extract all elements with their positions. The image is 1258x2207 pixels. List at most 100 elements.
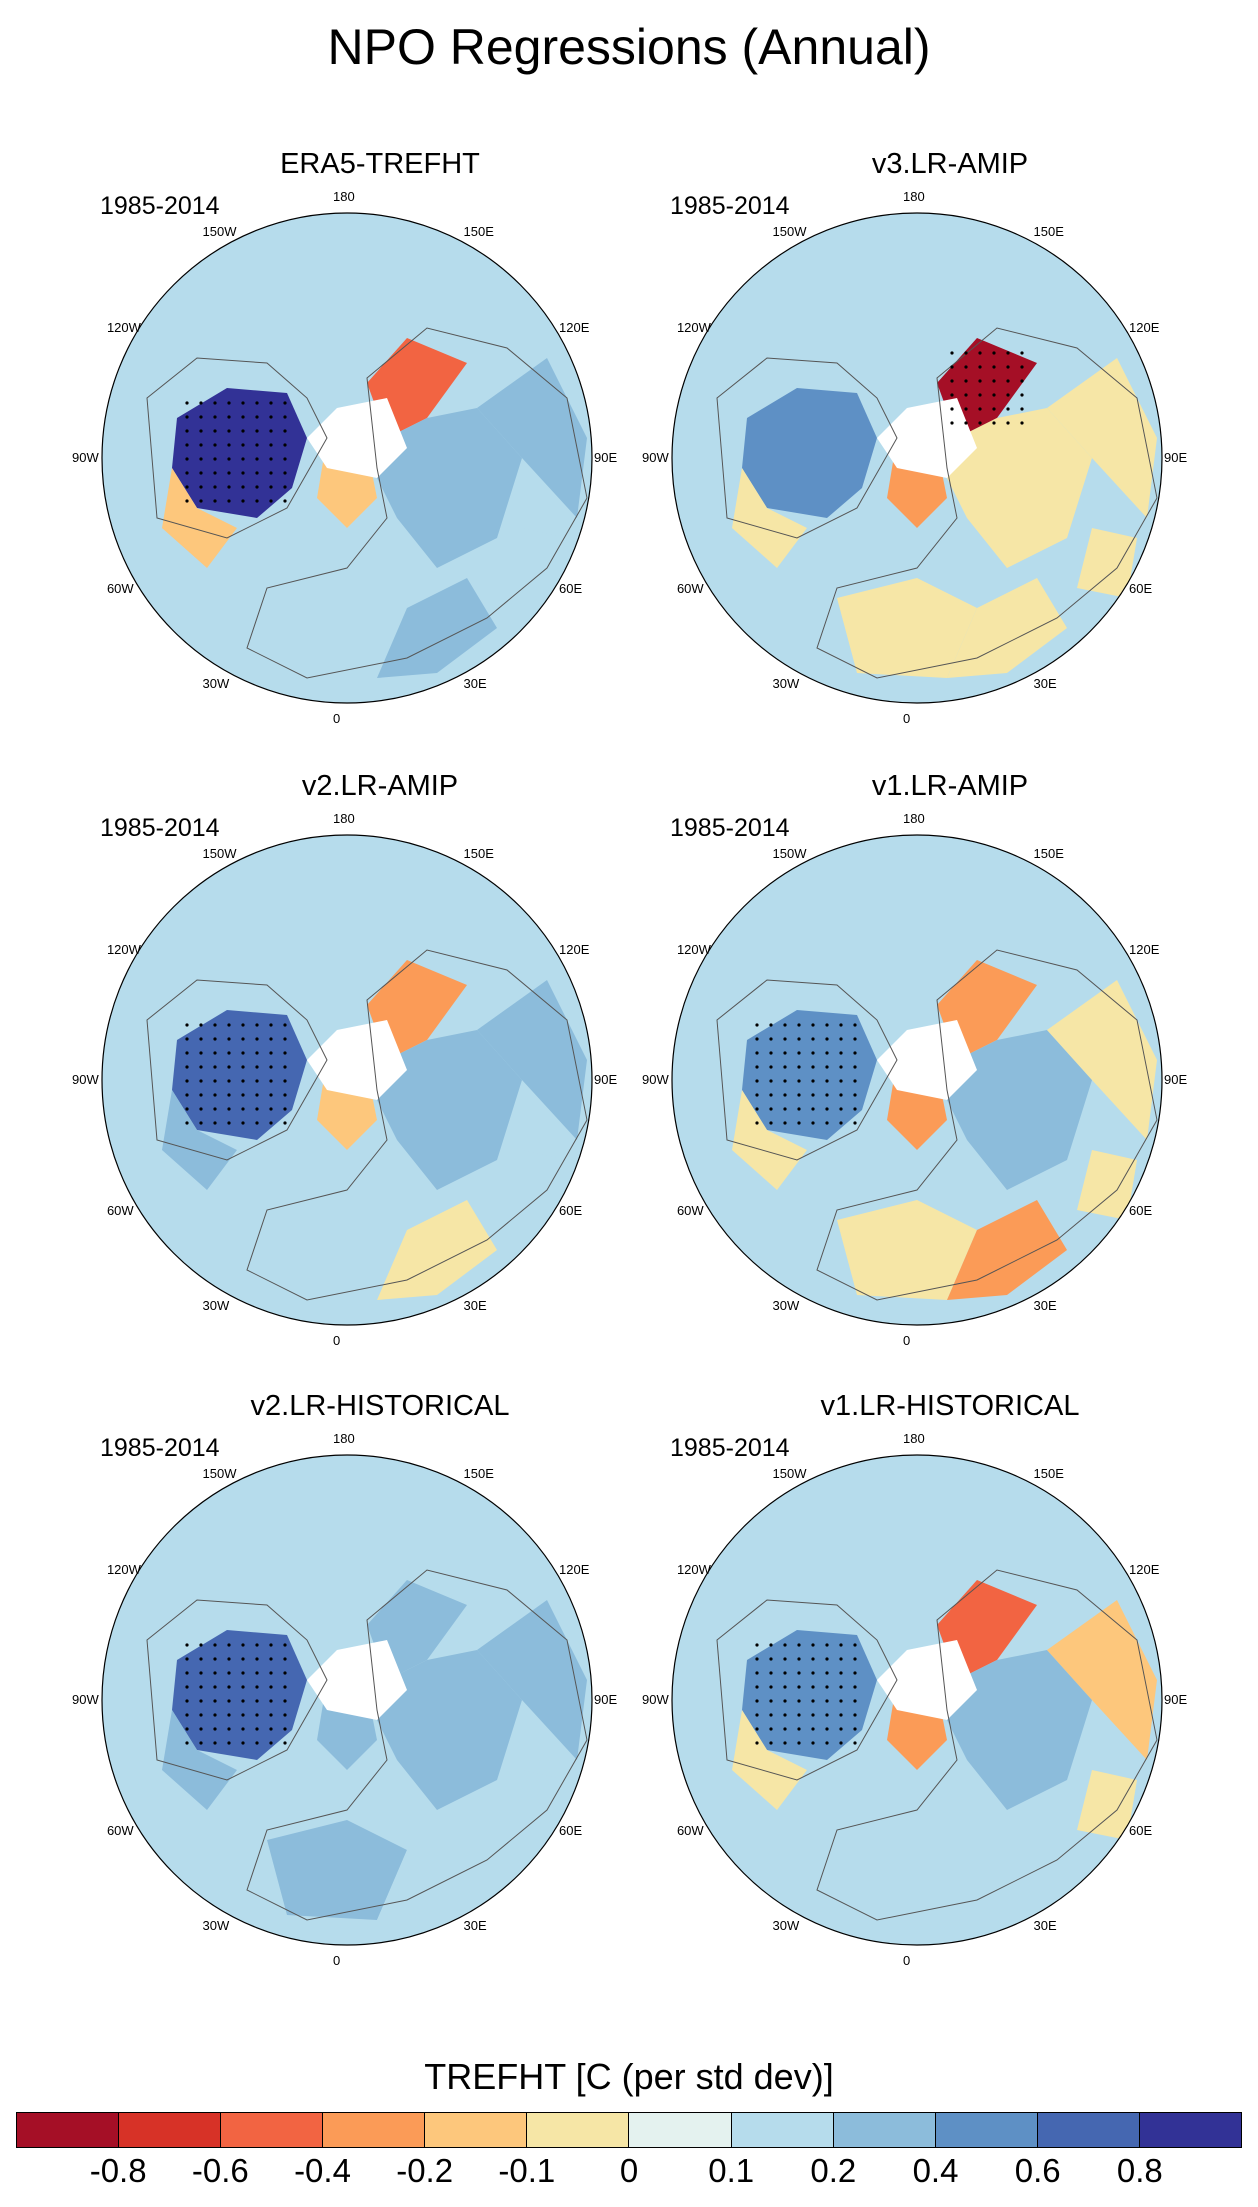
significance-dot bbox=[853, 1671, 857, 1675]
significance-dot bbox=[199, 1713, 203, 1717]
significance-dot bbox=[811, 1079, 815, 1083]
anomaly-region-africa bbox=[837, 578, 977, 678]
significance-dot bbox=[853, 1079, 857, 1083]
arctic-region bbox=[877, 398, 977, 478]
significance-dot bbox=[283, 1093, 287, 1097]
panel-period: 1985-2014 bbox=[670, 1434, 790, 1462]
significance-dot bbox=[213, 457, 217, 461]
significance-dot bbox=[283, 1741, 287, 1745]
significance-dot bbox=[227, 1023, 231, 1027]
longitude-label: 30E bbox=[1033, 676, 1057, 692]
significance-dot bbox=[199, 1051, 203, 1055]
longitude-label: 0 bbox=[903, 1953, 911, 1968]
significance-dot bbox=[185, 415, 189, 419]
significance-dot bbox=[797, 1699, 801, 1703]
significance-dot bbox=[811, 1065, 815, 1069]
significance-dot bbox=[797, 1727, 801, 1731]
significance-dot bbox=[213, 1671, 217, 1675]
significance-dot bbox=[213, 1121, 217, 1125]
significance-dot bbox=[199, 1643, 203, 1647]
significance-dot bbox=[199, 415, 203, 419]
panel-title: v1.LR-HISTORICAL bbox=[820, 1390, 1080, 1422]
significance-dot bbox=[755, 1685, 759, 1689]
colorbar-tick-label: 0.6 bbox=[1014, 2152, 1061, 2189]
longitude-label: 150W bbox=[772, 223, 807, 239]
significance-dot bbox=[241, 1643, 245, 1647]
longitude-label: 60W bbox=[676, 1822, 704, 1838]
significance-dot bbox=[755, 1713, 759, 1717]
anomaly-region-eura bbox=[947, 408, 1092, 568]
significance-dot bbox=[227, 1699, 231, 1703]
significance-dot bbox=[283, 1023, 287, 1027]
map-panel: ERA5-TREFHT 1985-2014 180 150E 120E 90E 60E 30E… bbox=[72, 148, 660, 748]
significance-dot bbox=[769, 1037, 773, 1041]
significance-dot bbox=[185, 1037, 189, 1041]
significance-dot bbox=[255, 1643, 259, 1647]
anomaly-region-india bbox=[507, 528, 567, 598]
significance-dot bbox=[213, 1727, 217, 1731]
significance-dot bbox=[853, 1699, 857, 1703]
longitude-label: 150W bbox=[202, 223, 237, 239]
significance-dot bbox=[283, 1079, 287, 1083]
longitude-label: 180 bbox=[903, 1431, 925, 1446]
longitude-label: 90W bbox=[72, 450, 99, 465]
polar-map bbox=[671, 834, 1163, 1326]
significance-dot bbox=[255, 429, 259, 433]
anomaly-region-na bbox=[742, 388, 877, 518]
longitude-label: 180 bbox=[903, 189, 925, 204]
significance-dot bbox=[255, 1051, 259, 1055]
longitude-label: 150E bbox=[1033, 845, 1064, 861]
significance-dot bbox=[283, 1713, 287, 1717]
longitude-label: 180 bbox=[333, 811, 355, 826]
map-boundary bbox=[671, 834, 1163, 1326]
significance-dot bbox=[811, 1643, 815, 1647]
significance-dot bbox=[185, 1741, 189, 1745]
significance-dot bbox=[213, 443, 217, 447]
polar-map bbox=[101, 1454, 593, 1946]
anomaly-region-na bbox=[172, 1630, 307, 1760]
significance-dot bbox=[811, 1107, 815, 1111]
significance-dot bbox=[755, 1699, 759, 1703]
significance-dot bbox=[797, 1713, 801, 1717]
significance-dot bbox=[992, 421, 996, 425]
significance-dot bbox=[213, 1107, 217, 1111]
significance-dot bbox=[797, 1051, 801, 1055]
significance-dot bbox=[769, 1065, 773, 1069]
anomaly-region-india bbox=[1077, 1150, 1137, 1220]
significance-dot bbox=[241, 1657, 245, 1661]
significance-dot bbox=[825, 1699, 829, 1703]
significance-dot bbox=[825, 1037, 829, 1041]
significance-dot bbox=[964, 365, 968, 369]
significance-dot bbox=[783, 1023, 787, 1027]
longitude-label: 90W bbox=[72, 1692, 99, 1707]
significance-dot bbox=[811, 1741, 815, 1745]
significance-dot bbox=[964, 407, 968, 411]
significance-dot bbox=[199, 1107, 203, 1111]
significance-dot bbox=[769, 1741, 773, 1745]
significance-dot bbox=[853, 1685, 857, 1689]
significance-dot bbox=[241, 1671, 245, 1675]
significance-dot bbox=[185, 1657, 189, 1661]
significance-dot bbox=[199, 1093, 203, 1097]
significance-dot bbox=[283, 1121, 287, 1125]
longitude-label: 150E bbox=[463, 223, 494, 239]
significance-dot bbox=[269, 1699, 273, 1703]
longitude-label: 150E bbox=[1033, 223, 1064, 239]
anomaly-region-me bbox=[947, 1820, 1067, 1920]
significance-dot bbox=[839, 1023, 843, 1027]
anomaly-region-na_ne bbox=[162, 468, 237, 568]
significance-dot bbox=[255, 1699, 259, 1703]
significance-dot bbox=[1020, 351, 1024, 355]
significance-dot bbox=[199, 499, 203, 503]
significance-dot bbox=[255, 1037, 259, 1041]
significance-dot bbox=[241, 1037, 245, 1041]
anomaly-region-na_ne bbox=[162, 1090, 237, 1190]
significance-dot bbox=[853, 1121, 857, 1125]
significance-dot bbox=[185, 1121, 189, 1125]
significance-dot bbox=[783, 1643, 787, 1647]
significance-dot bbox=[853, 1093, 857, 1097]
significance-dot bbox=[283, 415, 287, 419]
longitude-label: 150E bbox=[463, 845, 494, 861]
significance-dot bbox=[283, 443, 287, 447]
significance-dot bbox=[769, 1023, 773, 1027]
